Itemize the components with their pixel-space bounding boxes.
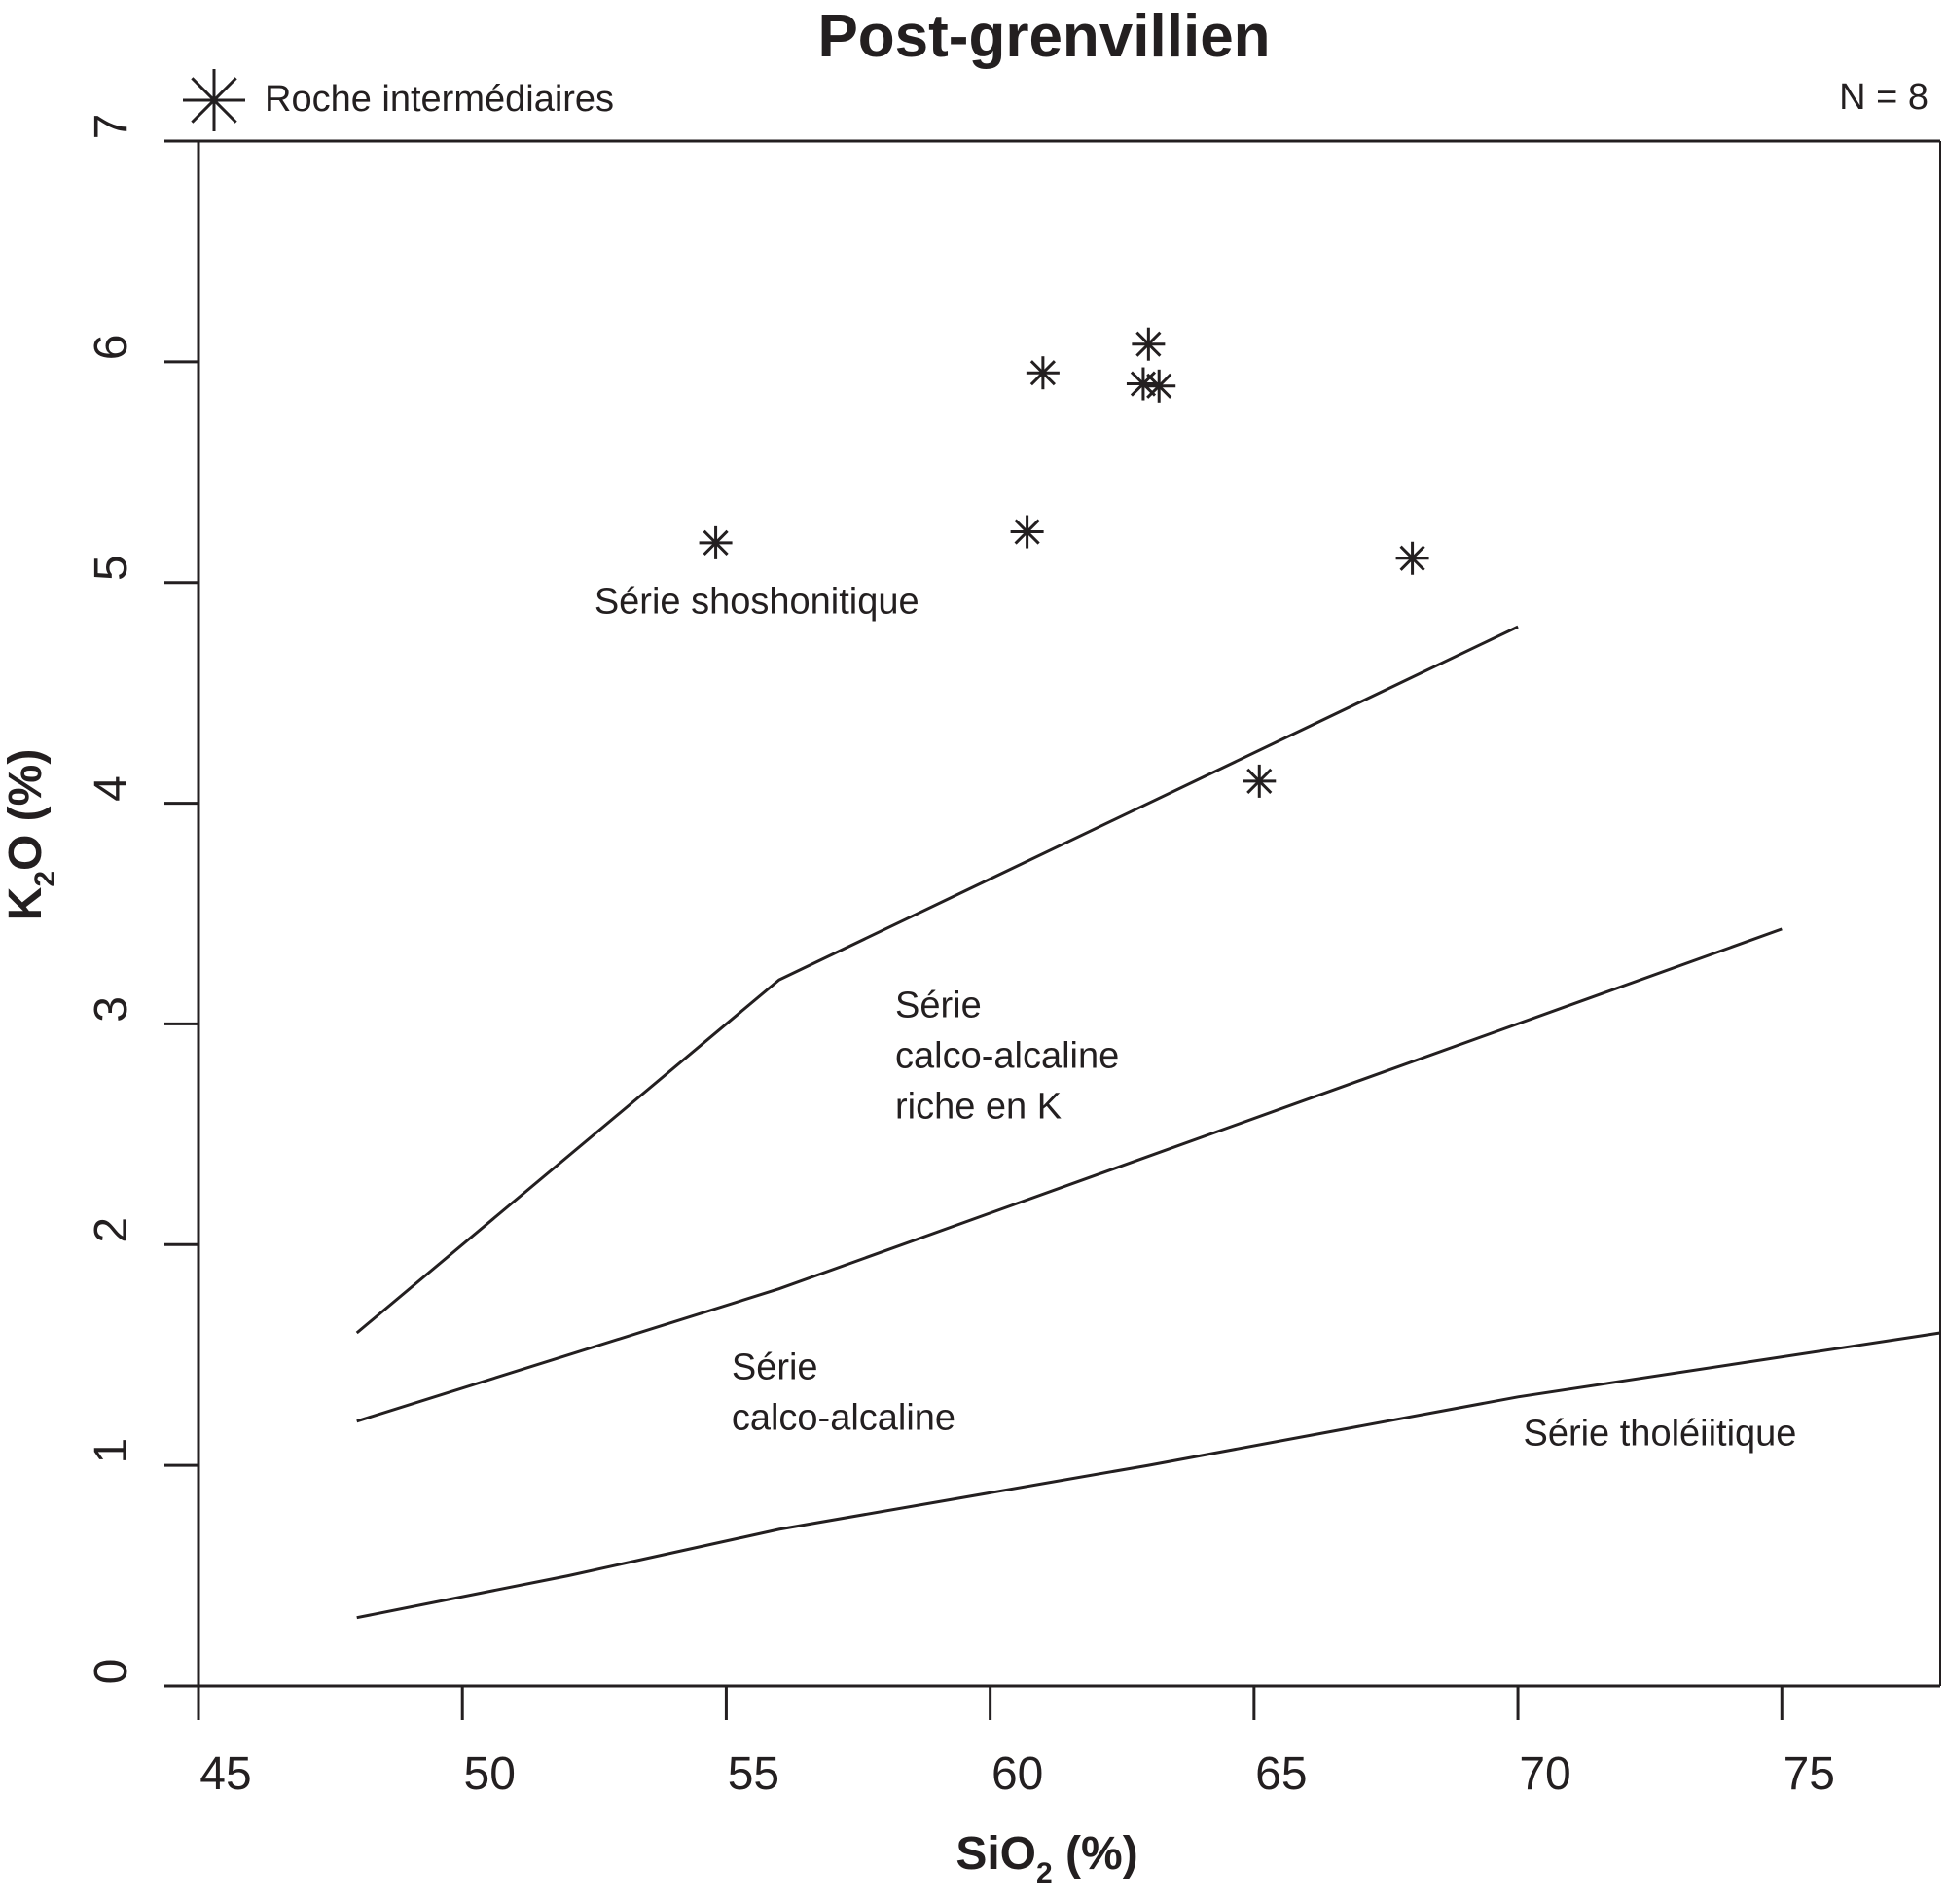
x-tick-label: 50 — [464, 1748, 516, 1800]
x-tick-label: 60 — [991, 1748, 1043, 1800]
y-tick-label: 3 — [86, 996, 137, 1023]
x-tick-label: 75 — [1784, 1748, 1835, 1800]
region-label: Série calco-alcaline riche en K — [895, 986, 1119, 1128]
legend-marker-icon — [183, 69, 245, 131]
region-label: Série shoshonitique — [595, 581, 919, 622]
region-label: Série calco-alcaline — [732, 1347, 955, 1439]
boundary-lines — [355, 625, 1941, 1620]
chart-title: Post-grenvillien — [817, 3, 1270, 70]
data-point — [1132, 327, 1166, 361]
data-point — [699, 525, 733, 559]
y-tick-label: 6 — [86, 335, 137, 361]
y-axis-label: K2O (%) — [0, 749, 61, 921]
y-tick-label: 1 — [86, 1438, 137, 1464]
legend-label: Roche intermédiaires — [265, 79, 614, 120]
legend: Roche intermédiaires — [183, 69, 614, 131]
y-tick-label: 5 — [86, 555, 137, 581]
data-point — [1142, 369, 1176, 403]
x-tick-label: 45 — [199, 1748, 251, 1800]
x-tick-label: 65 — [1255, 1748, 1307, 1800]
y-tick-label: 2 — [86, 1217, 137, 1243]
plot-frame — [197, 139, 1940, 1686]
data-point — [1010, 515, 1044, 549]
x-axis-label: SiO2 (%) — [955, 1828, 1137, 1889]
data-points — [699, 327, 1429, 798]
data-point — [1026, 356, 1060, 390]
region-label: Série tholéiitique — [1523, 1414, 1796, 1455]
boundary-line — [356, 1331, 1941, 1620]
data-point — [1395, 541, 1429, 575]
boundary-line — [355, 625, 1519, 1335]
region-labels: Série shoshonitique Série calco-alcaline ri… — [595, 581, 1797, 1454]
y-tick-label: 0 — [86, 1659, 137, 1685]
y-tick-label: 4 — [86, 775, 137, 802]
boundary-line — [356, 927, 1783, 1423]
legend-asterisk — [183, 69, 245, 131]
y-tick-label: 7 — [86, 114, 137, 140]
x-tick-label: 70 — [1519, 1748, 1570, 1800]
x-tick-label: 55 — [728, 1748, 779, 1800]
sample-count: N = 8 — [1839, 77, 1928, 118]
data-point — [1243, 764, 1277, 798]
